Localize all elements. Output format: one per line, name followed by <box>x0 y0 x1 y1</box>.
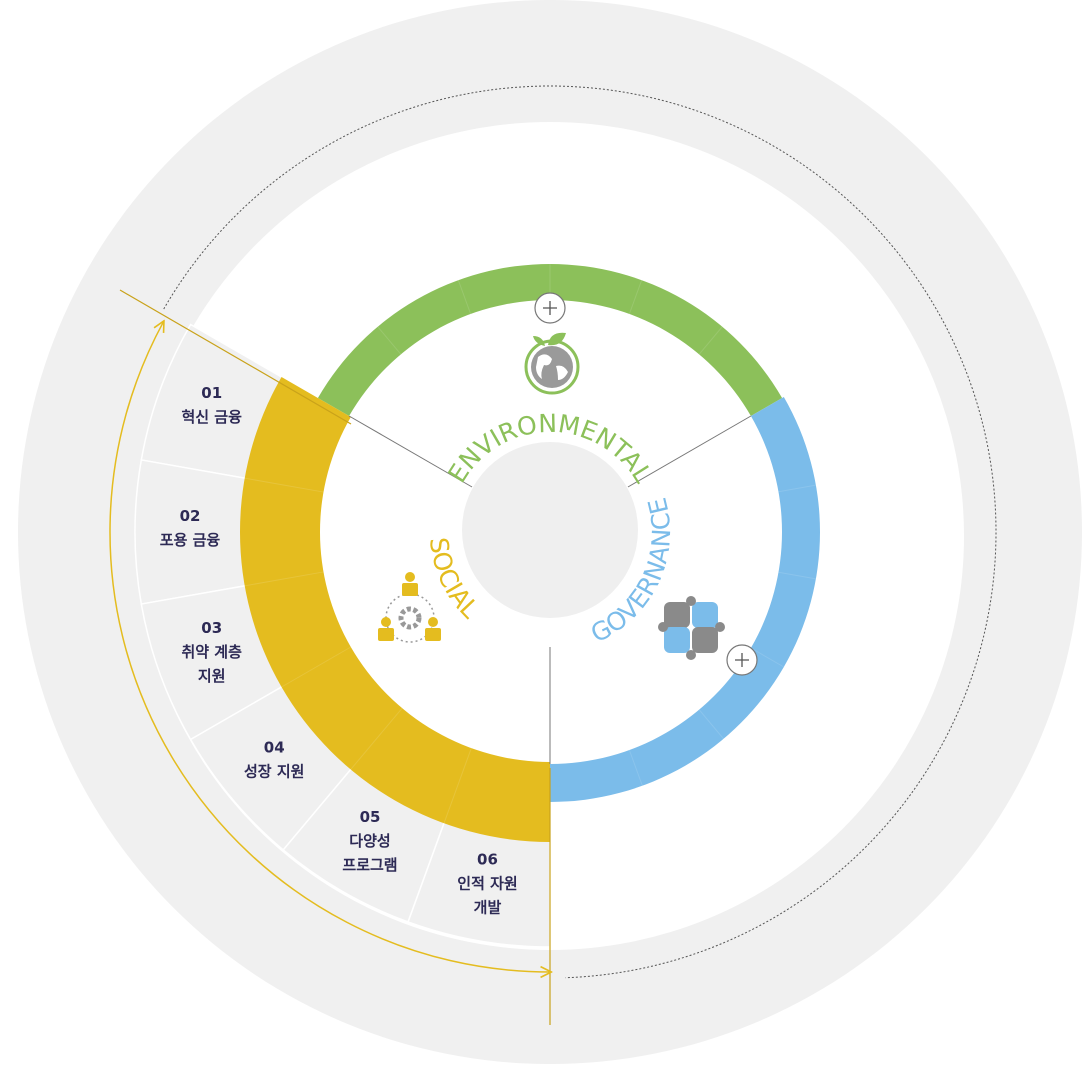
social-item-label: 취약 계층 <box>181 643 242 661</box>
ring-divider <box>628 279 643 315</box>
social-item-number: 01 <box>201 384 222 402</box>
social-item-label: 혁신 금융 <box>181 408 242 426</box>
social-item-label: 포용 금융 <box>160 531 221 549</box>
social-item-label: 다양성 <box>349 832 390 850</box>
social-item-label: 지원 <box>198 667 226 685</box>
governance-icon <box>658 596 725 660</box>
puzzle-node <box>715 622 725 632</box>
social-icon <box>378 572 441 643</box>
center-circle <box>462 442 638 618</box>
puzzle-piece <box>664 627 690 653</box>
ring-divider <box>457 279 472 315</box>
ring-divider <box>778 571 816 580</box>
ring-divider <box>698 709 724 740</box>
gear <box>398 606 422 630</box>
social-item-number: 02 <box>180 507 201 525</box>
expand-button[interactable] <box>534 292 566 324</box>
social-arrow-arc <box>109 322 550 972</box>
ring-divider <box>628 749 643 786</box>
person-head <box>405 572 415 582</box>
puzzle-node <box>686 596 696 606</box>
person-body <box>402 583 418 596</box>
ring-divider <box>750 647 785 668</box>
separator-line <box>627 415 752 488</box>
social-item-label: 인적 자원 <box>457 875 517 893</box>
social-item-number: 03 <box>201 619 222 637</box>
puzzle-node <box>658 622 668 632</box>
social-item-number: 04 <box>264 738 285 756</box>
puzzle-piece <box>692 602 718 628</box>
person-body <box>425 628 441 641</box>
person-body <box>378 628 394 641</box>
social-item-label: 성장 지원 <box>244 762 304 780</box>
social-item-label: 개발 <box>474 899 502 917</box>
person-head <box>428 617 438 627</box>
puzzle-piece <box>692 627 718 653</box>
expand-button[interactable] <box>726 644 758 676</box>
globe-land <box>536 354 568 380</box>
leaf <box>533 332 566 346</box>
person-head <box>381 617 391 627</box>
environment-icon <box>524 332 580 395</box>
pillar-ring <box>317 264 783 416</box>
puzzle-piece <box>664 602 690 628</box>
social-item-number: 05 <box>360 808 381 826</box>
social-item-number: 06 <box>477 851 498 869</box>
expand-button-plus <box>735 653 749 667</box>
expand-button-plus <box>543 301 557 315</box>
pillar-ring <box>550 397 820 802</box>
puzzle-node <box>686 650 696 660</box>
ring-divider <box>778 484 816 493</box>
dotted-orbit <box>163 85 997 979</box>
ring-divider <box>698 326 723 355</box>
social-item-label: 프로그램 <box>342 856 397 874</box>
